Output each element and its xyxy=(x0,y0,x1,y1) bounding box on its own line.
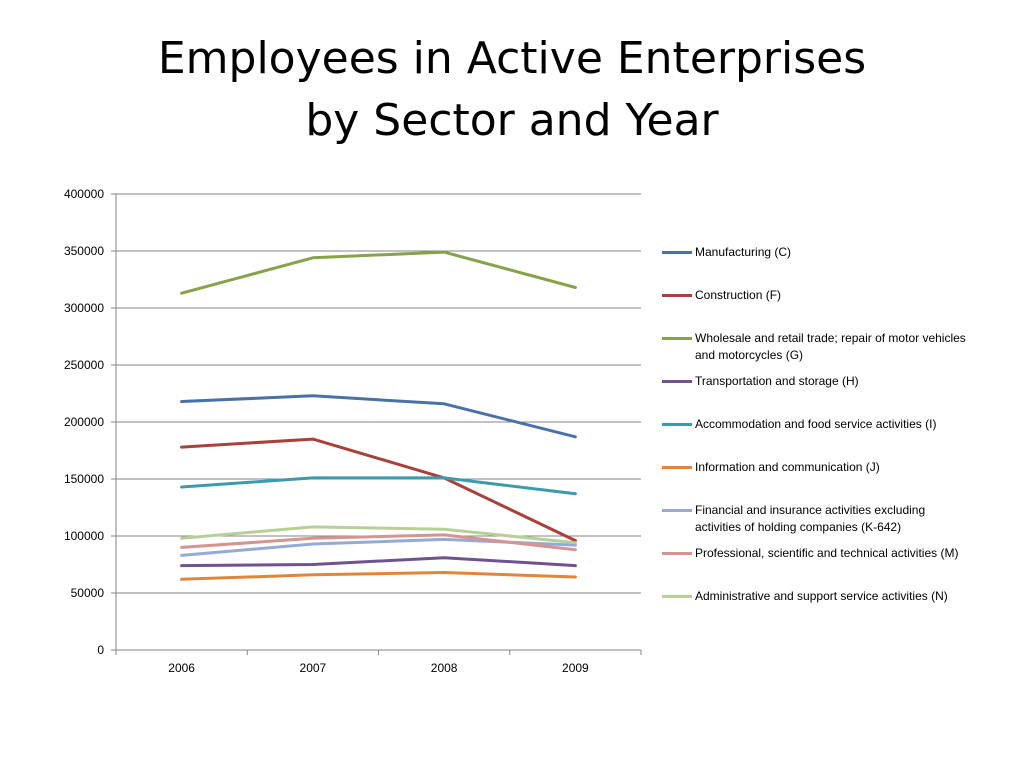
legend-swatch xyxy=(662,423,692,426)
y-tick-label: 50000 xyxy=(71,586,105,600)
legend-swatch xyxy=(662,294,692,297)
legend-label: Financial and insurance activities exclu… xyxy=(695,503,926,534)
legend-swatch xyxy=(662,380,692,383)
series-line xyxy=(180,394,577,439)
series-lines xyxy=(180,250,577,581)
y-tick-label: 250000 xyxy=(64,358,104,372)
y-tick-label: 150000 xyxy=(64,472,104,486)
y-tick-label: 0 xyxy=(97,643,104,657)
legend-swatch xyxy=(662,251,692,254)
legend-label: Wholesale and retail trade; repair of mo… xyxy=(695,331,966,362)
x-tick-label: 2007 xyxy=(300,661,327,675)
y-tick-label: 100000 xyxy=(64,529,104,543)
legend-label: Transportation and storage (H) xyxy=(695,374,859,388)
series-line xyxy=(180,437,577,543)
chart-title: Employees in Active Enterprises by Secto… xyxy=(0,28,1024,152)
x-tick-label: 2009 xyxy=(562,661,589,675)
legend-swatch xyxy=(662,552,692,555)
legend-label: Administrative and support service activ… xyxy=(695,589,948,603)
x-tick-labels: 2006 2007 2008 2009 xyxy=(168,661,589,675)
legend-label: Accommodation and food service activitie… xyxy=(695,417,937,431)
x-tick-label: 2006 xyxy=(168,661,195,675)
y-tick-label: 300000 xyxy=(64,301,104,315)
series-line xyxy=(180,571,577,581)
chart-title-line-2: by Sector and Year xyxy=(305,95,719,146)
series-line xyxy=(180,525,577,545)
chart-title-line-1: Employees in Active Enterprises xyxy=(157,33,867,84)
x-tick-label: 2008 xyxy=(431,661,458,675)
series-line xyxy=(180,250,577,295)
legend-swatch xyxy=(662,466,692,469)
series-line xyxy=(180,533,577,552)
y-tick-label: 400000 xyxy=(64,187,104,201)
y-tick-labels: 0 50000 100000 150000 200000 250000 300000 3500… xyxy=(64,187,104,657)
y-tick-label: 200000 xyxy=(64,415,104,429)
axes xyxy=(111,193,642,655)
legend-label: Professional, scientific and technical a… xyxy=(695,546,959,560)
legend-swatch xyxy=(662,337,692,340)
series-line xyxy=(180,476,577,496)
legend-swatch xyxy=(662,595,692,598)
legend-swatch xyxy=(662,509,692,512)
legend-label: Information and communication (J) xyxy=(695,460,880,474)
y-tick-label: 350000 xyxy=(64,244,104,258)
legend-label: Manufacturing (C) xyxy=(695,245,792,259)
legend-label: Construction (F) xyxy=(695,288,782,302)
series-line xyxy=(180,556,577,568)
